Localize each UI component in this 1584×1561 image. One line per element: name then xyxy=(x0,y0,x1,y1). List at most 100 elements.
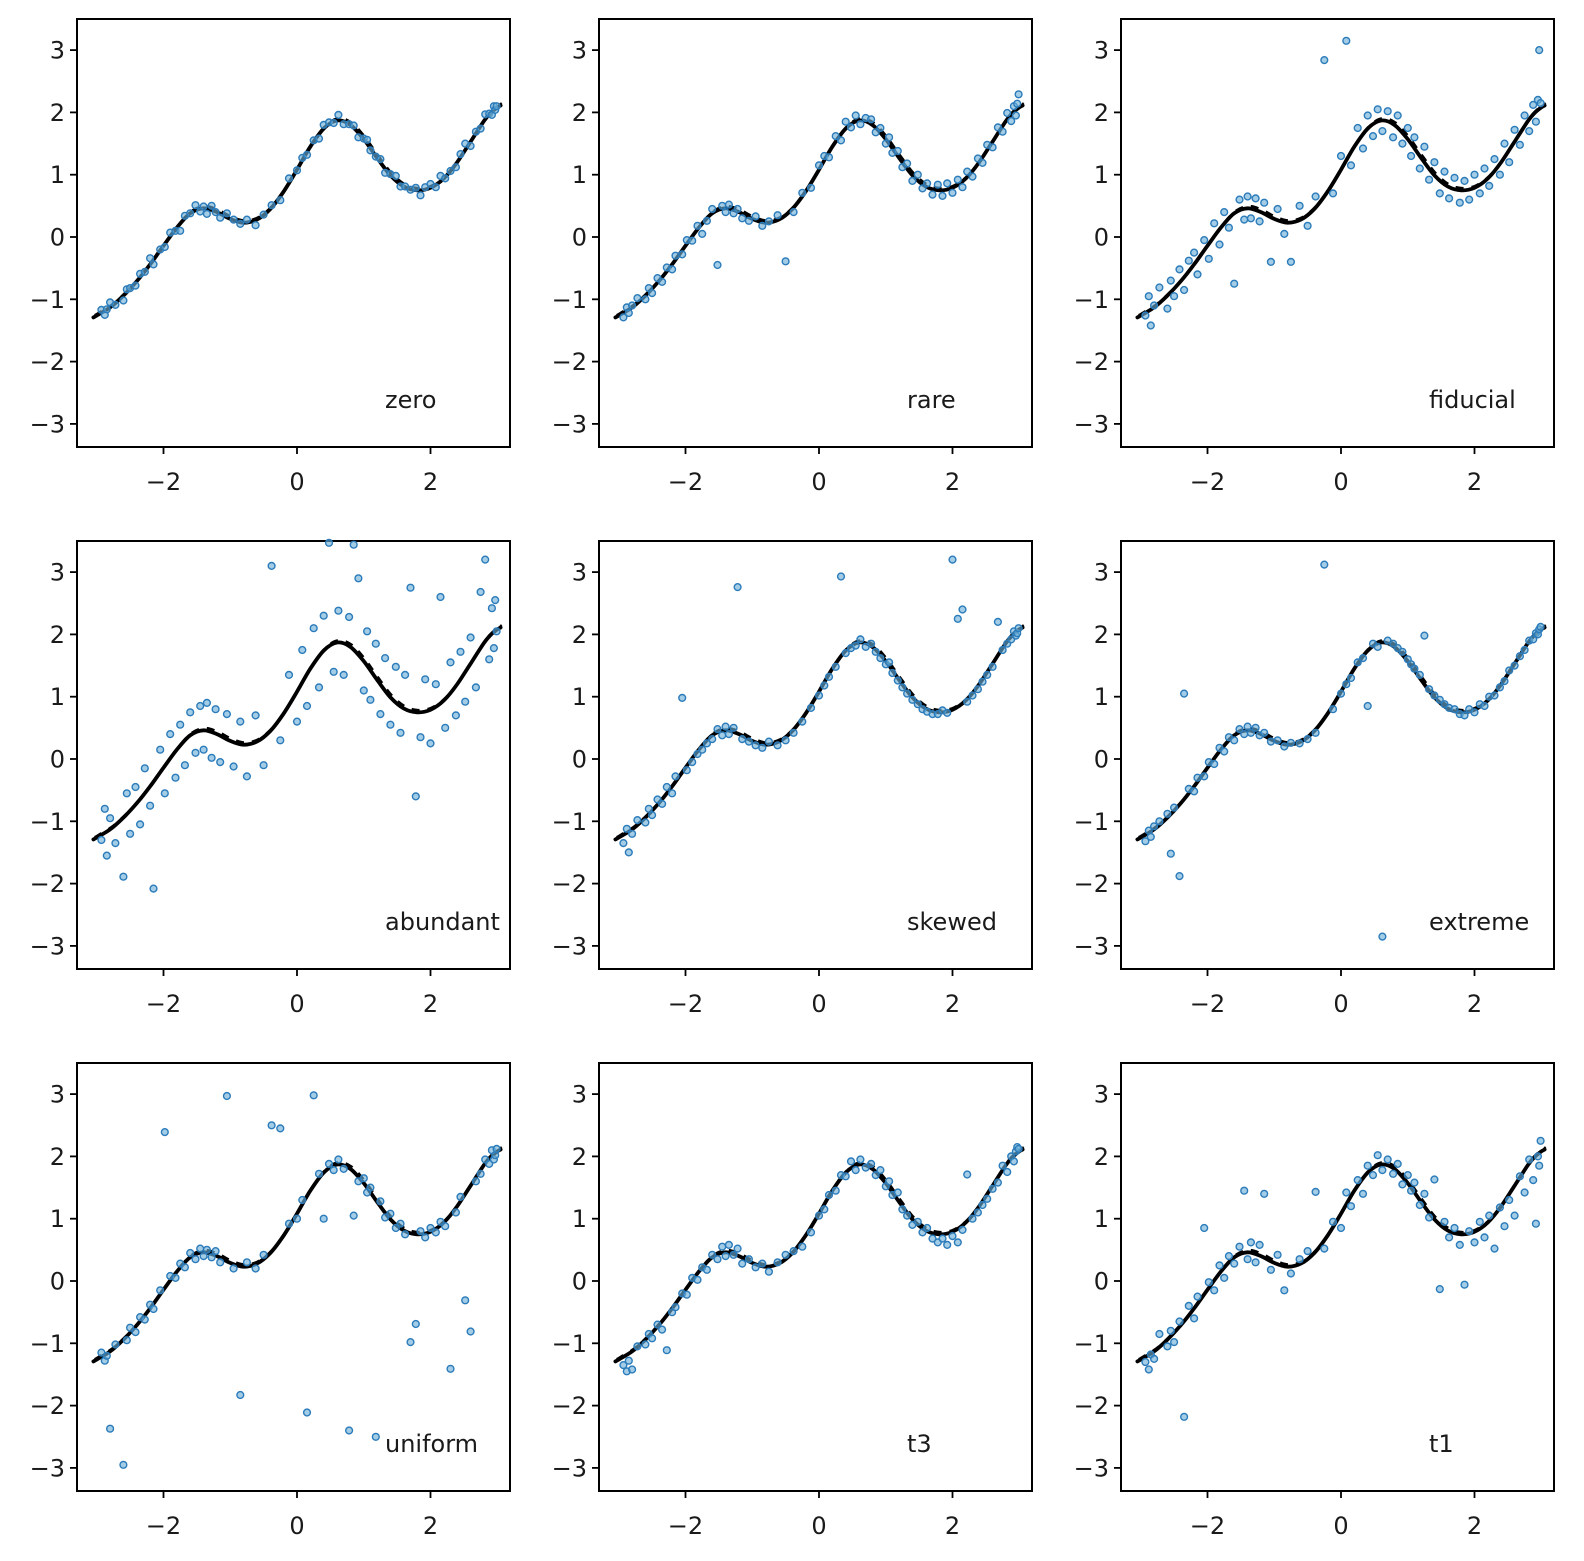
data-point xyxy=(733,204,742,214)
data-point xyxy=(359,686,368,695)
data-point xyxy=(744,737,754,746)
data-point xyxy=(1440,1217,1449,1226)
data-point xyxy=(363,135,372,144)
data-point xyxy=(806,703,816,713)
data-point xyxy=(276,736,285,745)
data-point xyxy=(831,131,840,141)
data-point xyxy=(406,583,415,592)
data-point xyxy=(1014,624,1023,633)
data-point xyxy=(160,789,169,798)
data-point xyxy=(334,606,343,615)
data-point xyxy=(702,739,712,748)
axes-frame xyxy=(76,18,511,448)
data-point xyxy=(334,110,343,120)
data-point xyxy=(140,764,149,773)
data-point xyxy=(708,204,717,214)
y-tick-label: −2 xyxy=(30,870,65,898)
data-point xyxy=(229,215,238,224)
data-point xyxy=(693,1275,702,1284)
data-point xyxy=(1280,229,1289,239)
data-point xyxy=(386,1209,395,1218)
data-point xyxy=(211,1247,220,1256)
data-point xyxy=(789,208,798,217)
data-point xyxy=(678,693,687,703)
data-point xyxy=(471,1177,481,1186)
data-point xyxy=(1470,170,1479,179)
y-tick-label: −2 xyxy=(552,348,587,376)
data-point xyxy=(406,1338,415,1347)
data-point xyxy=(1179,285,1189,295)
data-point xyxy=(1303,735,1312,744)
data-point xyxy=(1425,1213,1434,1222)
data-point xyxy=(135,820,145,829)
data-point xyxy=(199,202,208,211)
data-point xyxy=(671,1303,680,1312)
panel-label-fiducial: fiducial xyxy=(1429,386,1516,414)
true-curve xyxy=(1135,1147,1547,1364)
data-point xyxy=(451,1208,461,1217)
panel-label-rare: rare xyxy=(907,386,956,414)
data-point xyxy=(242,772,252,781)
data-point xyxy=(667,265,677,274)
data-point xyxy=(1273,736,1282,745)
data-point xyxy=(1529,100,1538,110)
data-point xyxy=(1193,1292,1202,1301)
data-point xyxy=(1410,133,1419,142)
data-point xyxy=(1346,673,1356,683)
data-point xyxy=(903,159,912,168)
axes-frame xyxy=(598,1062,1033,1492)
data-point xyxy=(1485,181,1494,191)
y-tick-label: 3 xyxy=(572,559,587,587)
data-point xyxy=(202,698,211,708)
data-point xyxy=(1224,1252,1234,1261)
data-point xyxy=(856,1155,865,1164)
data-point xyxy=(1166,276,1175,285)
data-point xyxy=(259,1250,268,1259)
data-point xyxy=(1525,1155,1534,1164)
y-tick-label: −1 xyxy=(1074,808,1109,836)
data-point xyxy=(180,1263,190,1272)
y-tick-label: 3 xyxy=(1094,1081,1109,1109)
data-point xyxy=(708,735,717,744)
y-tick-label: −2 xyxy=(1074,870,1109,898)
data-point xyxy=(492,102,501,111)
data-point xyxy=(105,814,115,823)
data-point xyxy=(1495,683,1505,692)
data-point xyxy=(1210,1286,1219,1295)
data-point xyxy=(968,1214,977,1223)
data-point xyxy=(207,753,216,762)
data-point xyxy=(1520,645,1529,655)
data-point xyxy=(363,627,372,636)
data-point xyxy=(1346,161,1356,170)
data-point xyxy=(923,179,932,188)
data-point xyxy=(229,762,238,771)
data-point xyxy=(928,190,937,199)
data-point xyxy=(876,1165,885,1175)
data-point xyxy=(1363,701,1372,711)
data-point xyxy=(199,745,208,754)
data-point xyxy=(314,1169,324,1178)
data-point xyxy=(1336,689,1346,698)
data-point xyxy=(1243,192,1252,201)
data-point xyxy=(441,174,450,183)
data-point xyxy=(166,730,175,739)
data-point xyxy=(624,308,633,318)
data-point xyxy=(1529,1175,1538,1185)
data-point xyxy=(202,1245,211,1254)
data-point xyxy=(751,741,760,750)
data-point xyxy=(1363,1161,1372,1170)
data-point xyxy=(314,134,324,143)
data-point xyxy=(824,153,834,162)
data-point xyxy=(1295,201,1304,210)
data-point xyxy=(1480,701,1489,711)
data-point xyxy=(1410,1178,1419,1187)
data-point xyxy=(724,730,733,739)
data-point xyxy=(773,1258,782,1267)
y-tick-label: 1 xyxy=(1094,683,1109,711)
data-point xyxy=(708,1250,717,1259)
data-point xyxy=(1163,1342,1172,1351)
data-point xyxy=(953,175,962,184)
data-point xyxy=(339,670,348,680)
data-point xyxy=(1286,257,1296,267)
